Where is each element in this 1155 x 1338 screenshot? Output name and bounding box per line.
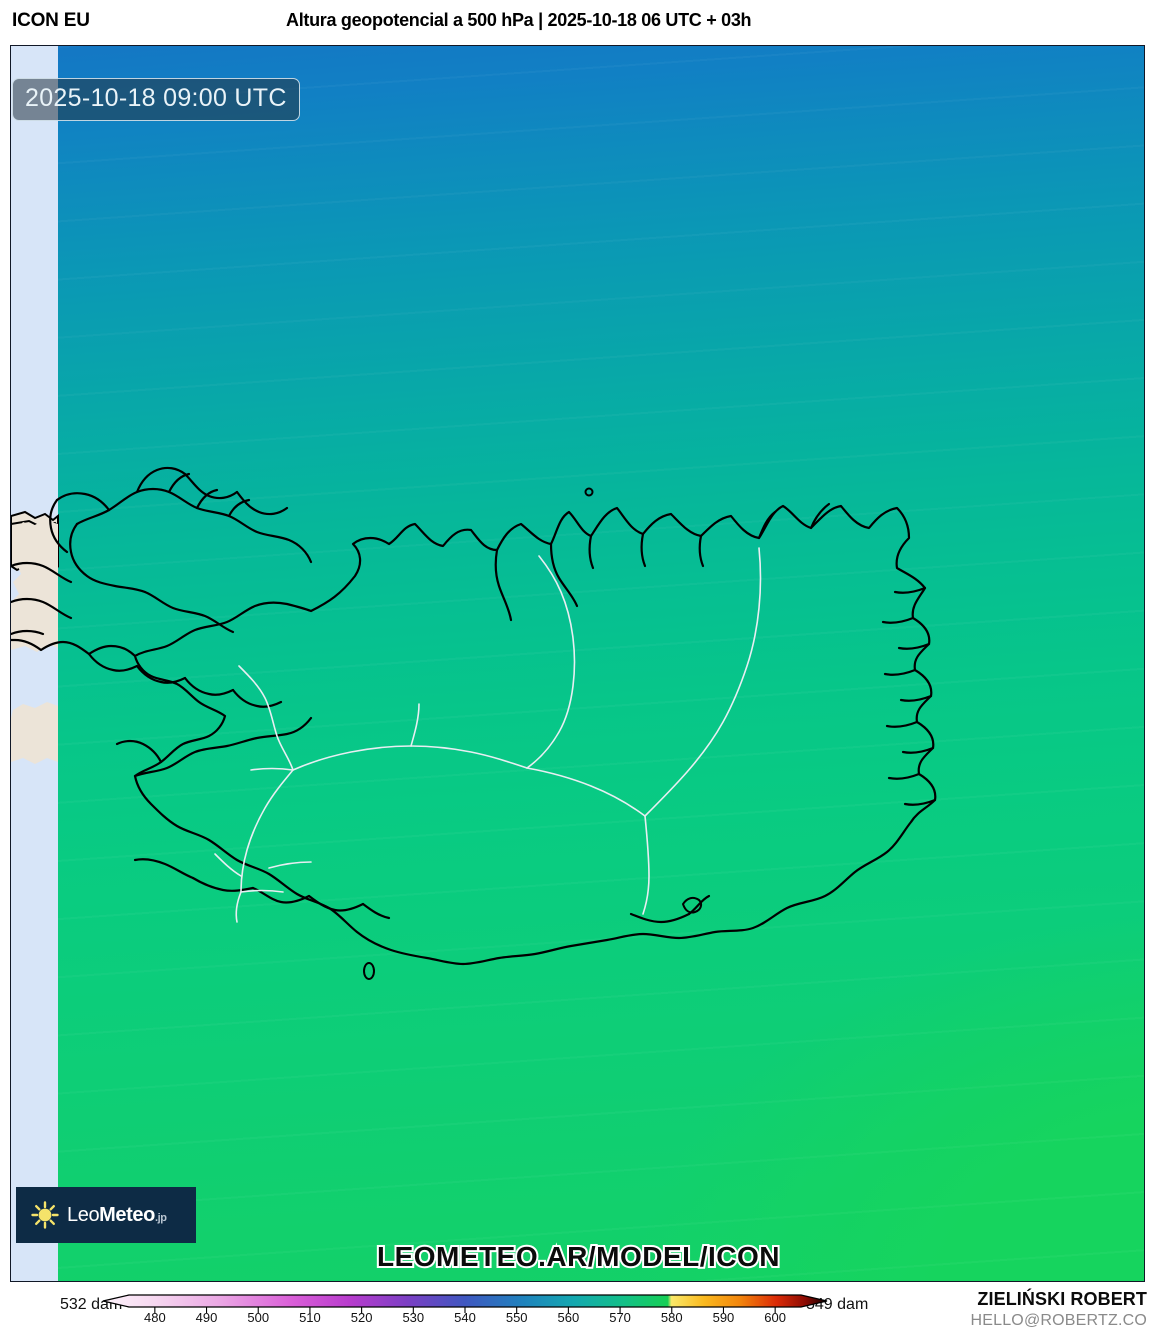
- logo-text-leo: Leo: [67, 1203, 100, 1226]
- logo-wordmark: LeoMeteo.jp: [67, 1204, 167, 1227]
- map-canvas[interactable]: 2025-10-18 09:00 UTC LeoMeteo.jp LEOMETE…: [10, 45, 1145, 1282]
- region-borders: [214, 547, 762, 923]
- colorbar-gradient: [102, 1294, 828, 1313]
- sun-icon: [31, 1201, 59, 1229]
- colorbar-tick-label: 500: [247, 1310, 270, 1325]
- colorbar-tick-label: 480: [143, 1310, 166, 1325]
- author-email: HELLO@ROBERTZ.CO: [970, 1312, 1147, 1329]
- colorbar: 532 dam 549 dam 480 490 500 510 520 530 540 550…: [0, 1286, 1155, 1338]
- colorbar-tick-label: 550: [505, 1310, 528, 1325]
- author-name: ZIELIŃSKI ROBERT: [977, 1289, 1147, 1309]
- colorbar-tick-label: 600: [764, 1310, 786, 1325]
- iceland-coastline: [11, 466, 937, 966]
- page-title: Altura geopotencial a 500 hPa | 2025-10-…: [286, 10, 752, 30]
- valid-time-badge: 2025-10-18 09:00 UTC: [12, 78, 300, 121]
- colorbar-tick-label: 530: [402, 1310, 425, 1325]
- colorbar-tick-label: 540: [454, 1310, 476, 1325]
- offshore-islands: [363, 487, 703, 980]
- leometeo-logo[interactable]: LeoMeteo.jp: [16, 1187, 196, 1243]
- attribution: ZIELIŃSKI ROBERT HELLO@ROBERTZ.CO: [970, 1289, 1147, 1330]
- colorbar-tick-label: 560: [557, 1310, 580, 1325]
- coastline-land-strip: [11, 520, 58, 764]
- colorbar-tick-label: 590: [712, 1310, 735, 1325]
- out-of-domain-strip: [11, 46, 58, 1281]
- map-overlay: [11, 466, 937, 980]
- watermark-url: LEOMETEO.AR/MODEL/ICON: [375, 1239, 782, 1274]
- logo-text-tld: .jp: [154, 1211, 167, 1224]
- colorbar-tick-label: 580: [660, 1310, 683, 1325]
- colorbar-tick-label: 510: [299, 1310, 321, 1325]
- model-name-label: ICON EU: [12, 10, 90, 31]
- colorbar-tick-label: 490: [195, 1310, 218, 1325]
- header-bar: ICON EU Altura geopotencial a 500 hPa | …: [0, 0, 1155, 44]
- logo-text-meteo: Meteo: [99, 1203, 155, 1226]
- colorbar-tick-label: 570: [609, 1310, 631, 1325]
- colorbar-tick-label: 520: [350, 1310, 373, 1325]
